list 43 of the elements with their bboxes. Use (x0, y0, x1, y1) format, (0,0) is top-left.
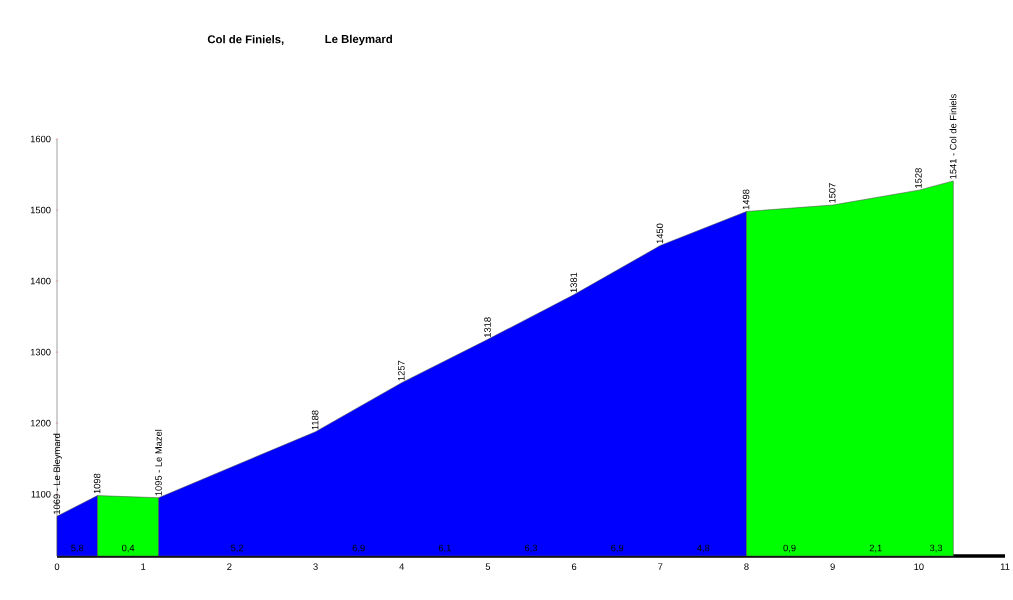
annotation: 1381 (570, 272, 577, 293)
annotation: 1528 (915, 168, 922, 188)
annotation: 1188 (311, 410, 319, 430)
annotation: 0,9 (783, 544, 796, 553)
y-tick-label: 1600 (30, 135, 51, 143)
annotation: 1450 (656, 223, 664, 244)
x-tick-label: 7 (658, 563, 663, 570)
annotation: 6,9 (352, 544, 365, 553)
annotation: 1257 (398, 360, 405, 381)
annotation: 0,4 (121, 544, 135, 553)
annotation: 5,2 (231, 544, 244, 553)
annotation: 1507 (828, 183, 836, 203)
annotation: 1318 (484, 317, 491, 338)
x-tick-label: 2 (227, 563, 232, 570)
y-tick-label: 1500 (30, 206, 51, 214)
y-tick-label: 1200 (30, 419, 51, 427)
annotation: 1095 - Le Mazel (154, 429, 162, 496)
x-tick-label: 4 (399, 563, 405, 570)
x-tick-label: 11 (1000, 563, 1010, 570)
chart-subtitle: Le Bleymard (325, 34, 392, 46)
annotation: 6,3 (525, 544, 538, 553)
x-tick-label: 10 (914, 563, 924, 570)
annotation: 5,8 (71, 544, 84, 553)
annotation: 1498 (742, 189, 750, 210)
annotation: 1069 - Le Bleymard (53, 433, 62, 514)
annotation: 2,1 (869, 544, 882, 553)
annotation: 1541 - Col de Finiels (949, 94, 957, 179)
annotation: 3,3 (929, 544, 943, 553)
y-tick-label: 1100 (31, 490, 51, 498)
y-tick-label: 1300 (30, 348, 51, 356)
x-tick-label: 3 (313, 563, 318, 570)
x-tick-label: 1 (141, 563, 146, 570)
annotation: 1098 (93, 473, 101, 494)
x-tick-label: 8 (744, 563, 749, 570)
y-tick-label: 1400 (30, 277, 51, 285)
x-tick-label: 5 (485, 563, 491, 570)
x-tick-label: 9 (830, 563, 835, 570)
x-tick-label: 6 (571, 563, 577, 570)
annotation: 6,1 (438, 544, 451, 553)
x-tick-label: 0 (54, 563, 60, 570)
annotation: 6,9 (611, 544, 624, 553)
chart-title: Col de Finiels, (207, 35, 284, 45)
annotation: 4,8 (697, 544, 710, 553)
